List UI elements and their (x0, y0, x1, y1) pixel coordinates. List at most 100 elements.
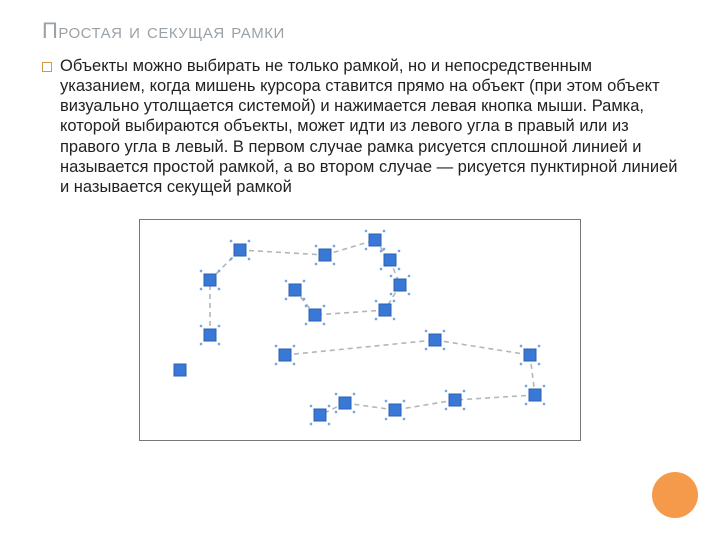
node-grip-icon (248, 258, 250, 260)
node-grip-icon (403, 400, 405, 402)
node-grip-icon (293, 345, 295, 347)
diagram-edge (325, 240, 375, 255)
node-grip-icon (365, 248, 367, 250)
diagram-node (390, 275, 410, 295)
node-grip-icon (305, 305, 307, 307)
node-grip-icon (380, 250, 382, 252)
node-grip-icon (380, 268, 382, 270)
node-grip-icon (520, 345, 522, 347)
diagram-edge (315, 310, 385, 315)
diagram-node (335, 393, 355, 413)
node-grip-icon (285, 298, 287, 300)
node-grip-icon (333, 245, 335, 247)
node-grip-icon (248, 240, 250, 242)
node-grip-icon (443, 330, 445, 332)
node-grip-icon (333, 263, 335, 265)
node-square-icon (204, 329, 216, 341)
node-grip-icon (393, 300, 395, 302)
node-grip-icon (310, 423, 312, 425)
node-square-icon (529, 389, 541, 401)
node-square-icon (524, 349, 536, 361)
node-grip-icon (538, 345, 540, 347)
node-square-icon (234, 244, 246, 256)
node-grip-icon (525, 403, 527, 405)
diagram-node (285, 280, 305, 300)
node-grip-icon (218, 270, 220, 272)
node-grip-icon (230, 240, 232, 242)
node-grip-icon (375, 318, 377, 320)
node-square-icon (394, 279, 406, 291)
node-square-icon (289, 284, 301, 296)
node-square-icon (319, 249, 331, 261)
node-grip-icon (218, 343, 220, 345)
diagram-node (315, 245, 335, 265)
body-block: Объекты можно выбирать не только рамкой,… (42, 56, 678, 197)
node-grip-icon (310, 405, 312, 407)
node-grip-icon (445, 390, 447, 392)
node-grip-icon (328, 423, 330, 425)
node-square-icon (379, 304, 391, 316)
node-grip-icon (425, 330, 427, 332)
node-grip-icon (335, 393, 337, 395)
node-grip-icon (323, 323, 325, 325)
node-grip-icon (200, 270, 202, 272)
node-square-icon (449, 394, 461, 406)
node-grip-icon (335, 411, 337, 413)
node-grip-icon (525, 385, 527, 387)
node-grip-icon (463, 390, 465, 392)
node-grip-icon (385, 418, 387, 420)
node-grip-icon (390, 275, 392, 277)
node-grip-icon (328, 405, 330, 407)
diagram-edge (240, 250, 325, 255)
node-grip-icon (200, 343, 202, 345)
node-grip-icon (520, 363, 522, 365)
node-grip-icon (538, 363, 540, 365)
node-square-icon (429, 334, 441, 346)
node-grip-icon (393, 318, 395, 320)
node-grip-icon (315, 245, 317, 247)
node-grip-icon (463, 408, 465, 410)
node-grip-icon (383, 230, 385, 232)
node-grip-icon (218, 288, 220, 290)
network-diagram (140, 220, 580, 440)
node-grip-icon (353, 411, 355, 413)
bullet-box-icon (42, 62, 52, 72)
diagram-node (425, 330, 445, 350)
node-grip-icon (443, 348, 445, 350)
diagram-node (375, 300, 395, 320)
node-grip-icon (383, 248, 385, 250)
node-grip-icon (375, 300, 377, 302)
node-square-icon (309, 309, 321, 321)
bullet-marker (42, 56, 60, 197)
body-text: Объекты можно выбирать не только рамкой,… (60, 56, 678, 197)
node-grip-icon (403, 418, 405, 420)
node-square-icon (384, 254, 396, 266)
node-grip-icon (445, 408, 447, 410)
node-grip-icon (303, 280, 305, 282)
node-square-icon (339, 397, 351, 409)
node-grip-icon (365, 230, 367, 232)
node-grip-icon (353, 393, 355, 395)
node-grip-icon (398, 250, 400, 252)
diagram-edge (455, 395, 535, 400)
node-grip-icon (200, 288, 202, 290)
node-grip-icon (200, 325, 202, 327)
diagram-node (365, 230, 385, 250)
diagram-edge (435, 340, 530, 355)
diagram-edge (345, 403, 395, 410)
node-grip-icon (408, 275, 410, 277)
node-grip-icon (425, 348, 427, 350)
node-grip-icon (408, 293, 410, 295)
diagram-node (230, 240, 250, 260)
node-grip-icon (385, 400, 387, 402)
node-grip-icon (305, 323, 307, 325)
node-square-icon (204, 274, 216, 286)
accent-circle-icon (652, 472, 698, 518)
diagram-node (310, 405, 330, 425)
node-grip-icon (398, 268, 400, 270)
diagram-node (525, 385, 545, 405)
diagram-node (385, 400, 405, 420)
diagram-frame (139, 219, 581, 441)
node-grip-icon (323, 305, 325, 307)
node-square-icon (389, 404, 401, 416)
